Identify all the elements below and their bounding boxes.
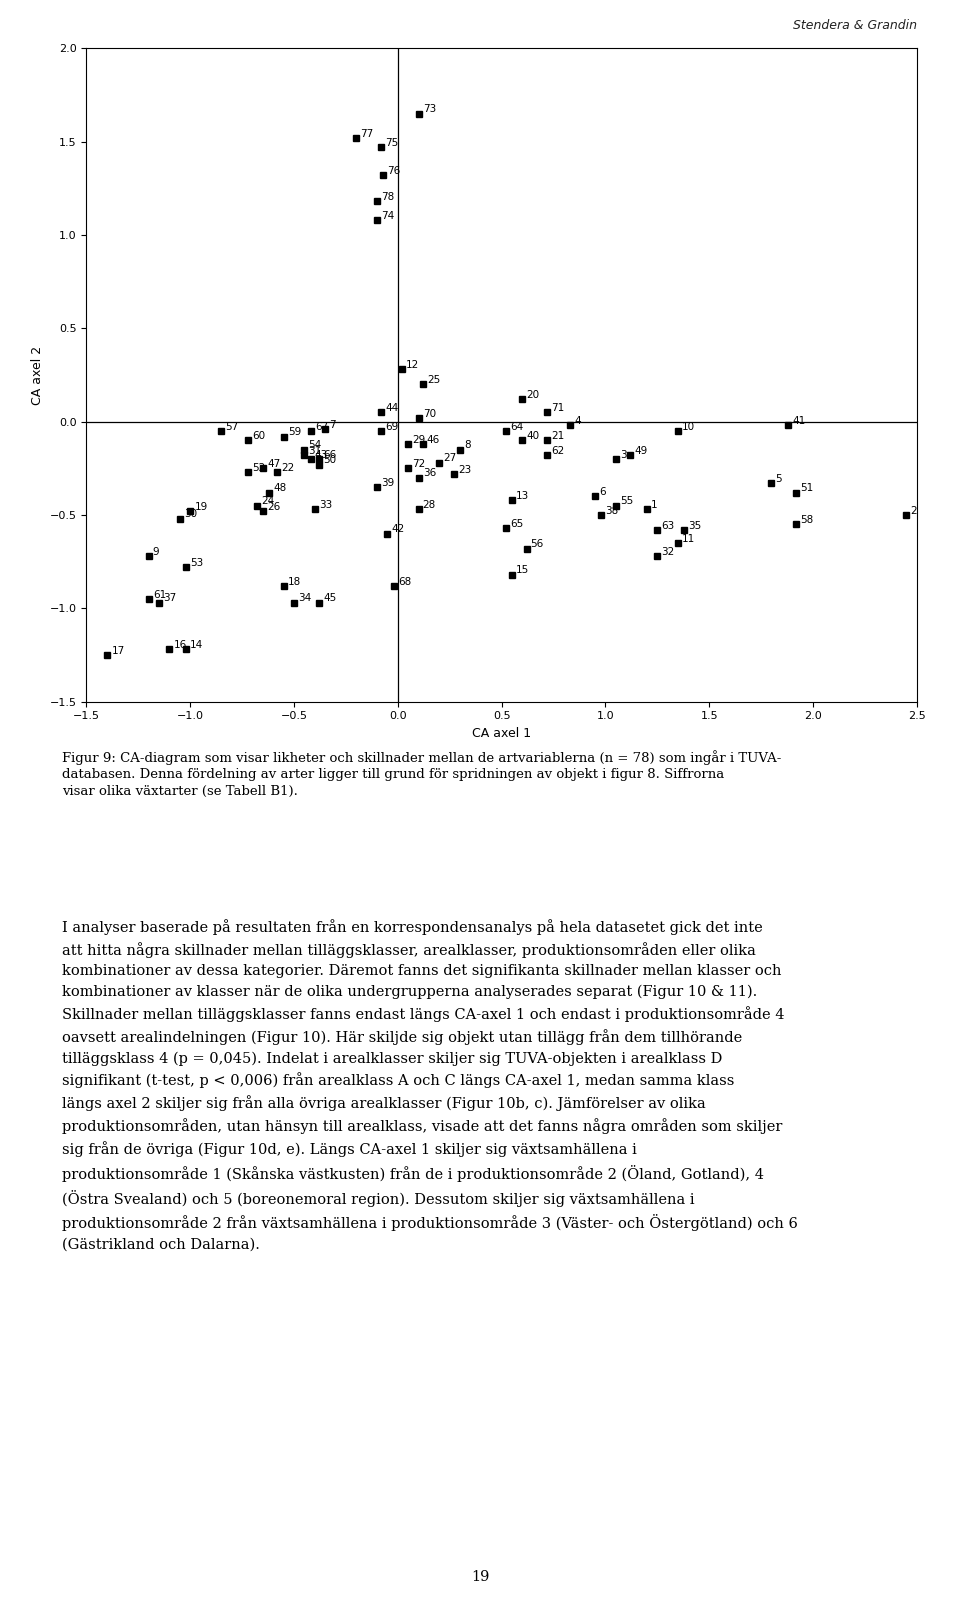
Text: 59: 59: [288, 427, 301, 437]
Text: 44: 44: [385, 403, 398, 413]
Text: 58: 58: [801, 515, 814, 524]
Text: 73: 73: [422, 105, 436, 115]
Text: 33: 33: [319, 500, 332, 510]
Text: 61: 61: [153, 590, 166, 600]
X-axis label: CA axel 1: CA axel 1: [472, 727, 531, 740]
Text: 38: 38: [606, 505, 618, 516]
Text: 6: 6: [599, 487, 606, 497]
Text: 49: 49: [635, 445, 648, 456]
Text: 47: 47: [267, 460, 280, 469]
Text: 69: 69: [385, 421, 398, 432]
Text: 4: 4: [574, 416, 581, 426]
Text: 55: 55: [620, 497, 634, 506]
Text: 60: 60: [252, 431, 266, 440]
Text: 72: 72: [413, 460, 425, 469]
Text: 75: 75: [385, 139, 398, 148]
Text: 19: 19: [470, 1569, 490, 1584]
Text: 12: 12: [406, 360, 420, 369]
Text: 9: 9: [153, 547, 159, 556]
Text: I analyser baserade på resultaten från en korrespondensanalys på hela datasetet : I analyser baserade på resultaten från e…: [62, 919, 799, 1252]
Text: 48: 48: [274, 484, 286, 494]
Text: 76: 76: [388, 166, 400, 176]
Text: 20: 20: [526, 390, 540, 400]
Text: 22: 22: [281, 463, 295, 473]
Text: 57: 57: [226, 421, 239, 432]
Text: 19: 19: [194, 502, 207, 511]
Text: 67: 67: [315, 421, 328, 432]
Text: 65: 65: [510, 519, 523, 529]
Text: 10: 10: [683, 421, 695, 432]
Text: 18: 18: [288, 576, 301, 587]
Text: 2: 2: [911, 505, 917, 516]
Text: 3: 3: [620, 450, 627, 460]
Text: 8: 8: [465, 440, 470, 450]
Text: 32: 32: [661, 547, 675, 556]
Text: 16: 16: [174, 640, 187, 650]
Text: 51: 51: [801, 484, 814, 494]
Text: 11: 11: [683, 534, 695, 544]
Text: 63: 63: [661, 521, 675, 531]
Text: 31: 31: [308, 445, 322, 456]
Text: 77: 77: [360, 129, 373, 139]
Text: 40: 40: [526, 431, 540, 440]
Text: 28: 28: [422, 500, 436, 510]
Text: Figur 9: CA-diagram som visar likheter och skillnader mellan de artvariablerna (: Figur 9: CA-diagram som visar likheter o…: [62, 750, 781, 798]
Text: 37: 37: [163, 594, 177, 603]
Text: 53: 53: [190, 558, 204, 568]
Text: 7: 7: [329, 419, 336, 429]
Text: 29: 29: [413, 434, 425, 445]
Text: 23: 23: [458, 465, 471, 474]
Text: 15: 15: [516, 565, 529, 576]
Y-axis label: CA axel 2: CA axel 2: [31, 345, 44, 405]
Text: 45: 45: [324, 594, 336, 603]
Text: 25: 25: [427, 374, 440, 386]
Text: 41: 41: [792, 416, 805, 426]
Text: 71: 71: [551, 403, 564, 413]
Text: 35: 35: [688, 521, 702, 531]
Text: 46: 46: [427, 434, 440, 445]
Text: 42: 42: [392, 524, 405, 534]
Text: 34: 34: [299, 594, 311, 603]
Text: 74: 74: [381, 211, 395, 221]
Text: 43: 43: [315, 450, 328, 460]
Text: 14: 14: [190, 640, 204, 650]
Text: 5: 5: [776, 474, 782, 484]
Text: 64: 64: [510, 421, 523, 432]
Text: 70: 70: [422, 408, 436, 418]
Text: 56: 56: [531, 539, 544, 548]
Text: 52: 52: [252, 463, 266, 473]
Text: 39: 39: [381, 477, 395, 487]
Text: 62: 62: [551, 445, 564, 456]
Text: 50: 50: [324, 455, 336, 465]
Text: 68: 68: [397, 576, 411, 587]
Text: 24: 24: [261, 497, 274, 506]
Text: 13: 13: [516, 490, 529, 500]
Text: 27: 27: [444, 453, 457, 463]
Text: 54: 54: [308, 440, 322, 450]
Text: Stendera & Grandin: Stendera & Grandin: [793, 19, 917, 32]
Text: 17: 17: [111, 645, 125, 655]
Text: 30: 30: [184, 510, 197, 519]
Text: 66: 66: [324, 450, 336, 460]
Text: 26: 26: [267, 502, 280, 511]
Text: 78: 78: [381, 192, 395, 202]
Text: 21: 21: [551, 431, 564, 440]
Text: 36: 36: [422, 468, 436, 479]
Text: 1: 1: [651, 500, 658, 510]
